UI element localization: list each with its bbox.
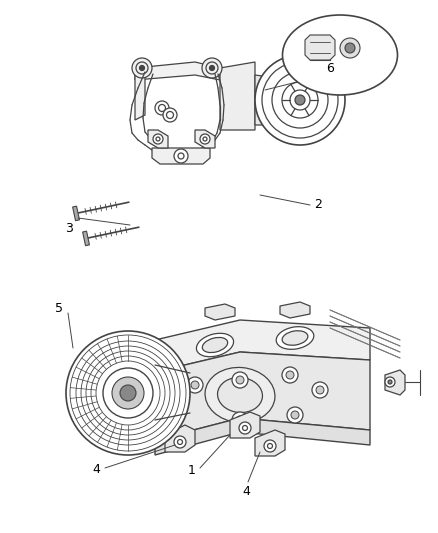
Polygon shape	[72, 206, 79, 221]
Polygon shape	[384, 370, 404, 395]
Polygon shape	[304, 35, 334, 60]
Ellipse shape	[202, 337, 227, 352]
Circle shape	[236, 376, 244, 384]
Polygon shape	[165, 425, 194, 452]
Circle shape	[254, 55, 344, 145]
Circle shape	[120, 385, 136, 401]
Text: 4: 4	[92, 464, 100, 477]
Circle shape	[290, 411, 298, 419]
Polygon shape	[254, 75, 290, 125]
Circle shape	[162, 108, 177, 122]
Polygon shape	[230, 412, 259, 438]
Circle shape	[201, 58, 222, 78]
Circle shape	[263, 440, 276, 452]
Circle shape	[66, 331, 190, 455]
Polygon shape	[155, 320, 369, 372]
Circle shape	[209, 66, 214, 70]
Text: 2: 2	[313, 198, 321, 212]
Polygon shape	[135, 62, 219, 80]
Polygon shape	[254, 430, 284, 456]
Ellipse shape	[205, 367, 274, 423]
Circle shape	[139, 66, 144, 70]
Text: 1: 1	[188, 464, 195, 478]
Circle shape	[231, 412, 247, 428]
Circle shape	[132, 58, 152, 78]
Circle shape	[200, 134, 209, 144]
Circle shape	[294, 95, 304, 105]
Circle shape	[238, 422, 251, 434]
Ellipse shape	[196, 333, 233, 357]
Polygon shape	[152, 148, 209, 164]
Ellipse shape	[282, 331, 307, 345]
Circle shape	[155, 101, 169, 115]
Circle shape	[236, 416, 244, 424]
Circle shape	[191, 381, 198, 389]
Circle shape	[231, 372, 247, 388]
Circle shape	[311, 382, 327, 398]
Text: 5: 5	[55, 302, 63, 314]
Polygon shape	[148, 130, 168, 148]
Ellipse shape	[217, 377, 262, 413]
Text: 6: 6	[325, 61, 333, 75]
Polygon shape	[309, 35, 329, 60]
Text: 3: 3	[65, 222, 73, 235]
Polygon shape	[219, 62, 254, 130]
Circle shape	[344, 43, 354, 53]
Polygon shape	[205, 304, 234, 320]
Polygon shape	[135, 60, 145, 120]
Circle shape	[315, 386, 323, 394]
Polygon shape	[155, 418, 369, 455]
Circle shape	[153, 134, 162, 144]
Circle shape	[173, 149, 187, 163]
Text: 4: 4	[241, 485, 249, 498]
Circle shape	[384, 377, 394, 387]
Circle shape	[103, 368, 153, 418]
Circle shape	[187, 377, 202, 393]
Ellipse shape	[276, 327, 313, 349]
Circle shape	[173, 436, 186, 448]
Circle shape	[285, 371, 293, 379]
Ellipse shape	[282, 15, 396, 95]
Circle shape	[339, 38, 359, 58]
Polygon shape	[155, 352, 369, 440]
Circle shape	[286, 407, 302, 423]
Circle shape	[387, 380, 391, 384]
Circle shape	[112, 377, 144, 409]
Circle shape	[281, 367, 297, 383]
Polygon shape	[279, 302, 309, 318]
Polygon shape	[194, 130, 215, 148]
Polygon shape	[82, 231, 89, 246]
